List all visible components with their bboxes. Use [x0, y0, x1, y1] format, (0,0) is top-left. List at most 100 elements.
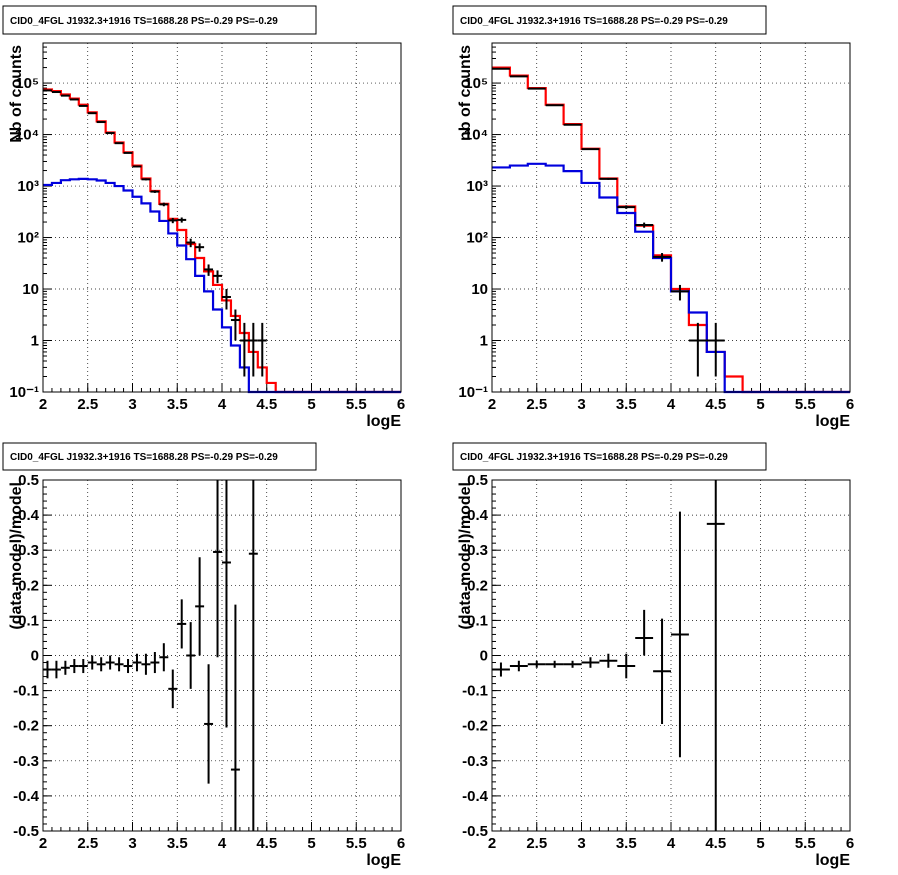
x-tick-label: 4 — [667, 835, 676, 852]
x-tick-label: 3.5 — [167, 396, 188, 413]
chart-title: CID0_4FGL J1932.3+1916 TS=1688.28 PS=-0.… — [460, 16, 728, 27]
data-point — [635, 609, 654, 656]
x-tick-label: 2.5 — [526, 835, 547, 852]
y-tick-label: -0.2 — [462, 718, 488, 735]
x-tick-label: 3 — [128, 396, 136, 413]
data-point — [563, 660, 582, 668]
x-axis-label: logE — [815, 413, 850, 430]
plot-frame — [42, 42, 402, 393]
y-tick-label: 10 — [22, 281, 39, 298]
data-point — [186, 622, 196, 689]
x-tick-label: 3 — [128, 835, 136, 852]
data-point — [706, 480, 725, 831]
x-tick-label: 5.5 — [795, 835, 816, 852]
data-point — [617, 653, 636, 679]
data-point — [168, 217, 178, 224]
data-point — [599, 177, 618, 180]
data-point — [43, 660, 52, 679]
data-point — [177, 599, 187, 649]
y-tick-label: 10⁴ — [464, 127, 488, 144]
y-tick-label: 1 — [31, 333, 39, 350]
y-tick-label: 10⁴ — [15, 127, 39, 144]
data-point — [87, 112, 97, 115]
data-point — [653, 618, 671, 724]
plot-frame — [42, 479, 402, 832]
plot-frame — [491, 479, 851, 832]
data-point — [69, 659, 79, 674]
panel-bottom-left-residuals: CID0_4FGL J1932.3+1916 TS=1688.28 PS=-0.… — [2, 442, 405, 869]
data-point — [141, 178, 151, 181]
data-point — [617, 205, 636, 209]
chart-title: CID0_4FGL J1932.3+1916 TS=1688.28 PS=-0.… — [460, 452, 728, 463]
data-point — [159, 202, 169, 207]
x-tick-label: 5 — [756, 396, 764, 413]
data-point — [159, 643, 169, 672]
panel-top-left-counts: CID0_4FGL J1932.3+1916 TS=1688.28 PS=-0.… — [2, 5, 405, 430]
data-point — [60, 660, 70, 675]
data-point — [168, 669, 178, 709]
x-tick-label: 5.5 — [346, 396, 367, 413]
data-point — [248, 322, 258, 377]
data-point — [492, 662, 510, 677]
title-box — [452, 442, 767, 471]
x-tick-label: 5 — [756, 835, 764, 852]
y-tick-label: 10⁵ — [464, 75, 488, 92]
y-tick-label: 0 — [480, 648, 488, 665]
data-point — [527, 660, 546, 668]
data-point — [222, 480, 231, 728]
y-tick-label: -0.4 — [462, 788, 489, 805]
x-tick-label: 4.5 — [705, 396, 726, 413]
data-point — [132, 165, 142, 168]
data-point — [78, 659, 88, 674]
x-tick-label: 5 — [307, 835, 315, 852]
data-point — [141, 653, 151, 675]
data-point — [230, 604, 240, 831]
data-point — [248, 480, 258, 831]
data-point — [563, 123, 582, 126]
x-axis-label: logE — [366, 852, 401, 869]
title-box — [452, 5, 767, 35]
y-tick-label: 0.5 — [18, 472, 39, 489]
data-point — [105, 655, 115, 670]
panel-bottom-right-residuals: CID0_4FGL J1932.3+1916 TS=1688.28 PS=-0.… — [452, 442, 854, 869]
data-point — [230, 309, 240, 341]
x-tick-label: 3 — [577, 835, 585, 852]
y-tick-label: 0.1 — [467, 612, 488, 629]
data-point — [688, 322, 707, 377]
data-point — [671, 511, 689, 758]
data-point — [96, 121, 106, 124]
data-point — [581, 148, 600, 151]
x-tick-label: 2.5 — [77, 396, 98, 413]
data-point — [150, 190, 160, 193]
data-point — [96, 657, 106, 672]
y-tick-label: -0.1 — [462, 683, 488, 700]
y-tick-label: 0.3 — [18, 542, 39, 559]
data-point — [509, 660, 528, 672]
x-tick-label: 6 — [397, 396, 405, 413]
y-tick-label: 10³ — [466, 178, 488, 195]
x-axis-label: logE — [815, 852, 850, 869]
y-tick-label: -0.3 — [13, 753, 39, 770]
data-point — [257, 322, 267, 377]
chart-title: CID0_4FGL J1932.3+1916 TS=1688.28 PS=-0.… — [10, 16, 278, 27]
data-point — [204, 664, 214, 784]
y-tick-label: 0.4 — [18, 507, 40, 524]
x-tick-label: 3 — [577, 396, 585, 413]
chart-title: CID0_4FGL J1932.3+1916 TS=1688.28 PS=-0.… — [10, 452, 278, 463]
y-tick-label: 10² — [466, 230, 488, 247]
y-axis-label: (data-model)/model — [457, 482, 474, 630]
data-point — [635, 222, 654, 228]
x-tick-label: 6 — [397, 835, 405, 852]
y-tick-label: -0.2 — [13, 718, 39, 735]
x-tick-label: 6 — [846, 835, 854, 852]
data-point — [653, 253, 671, 262]
data-point — [114, 142, 124, 145]
data-point — [239, 322, 249, 377]
x-tick-label: 2 — [488, 396, 496, 413]
x-tick-label: 4.5 — [705, 835, 726, 852]
x-tick-label: 4 — [218, 396, 227, 413]
y-tick-label: 0.2 — [467, 577, 488, 594]
y-axis-label: (data-model)/model — [8, 482, 25, 630]
x-tick-label: 4.5 — [256, 396, 277, 413]
